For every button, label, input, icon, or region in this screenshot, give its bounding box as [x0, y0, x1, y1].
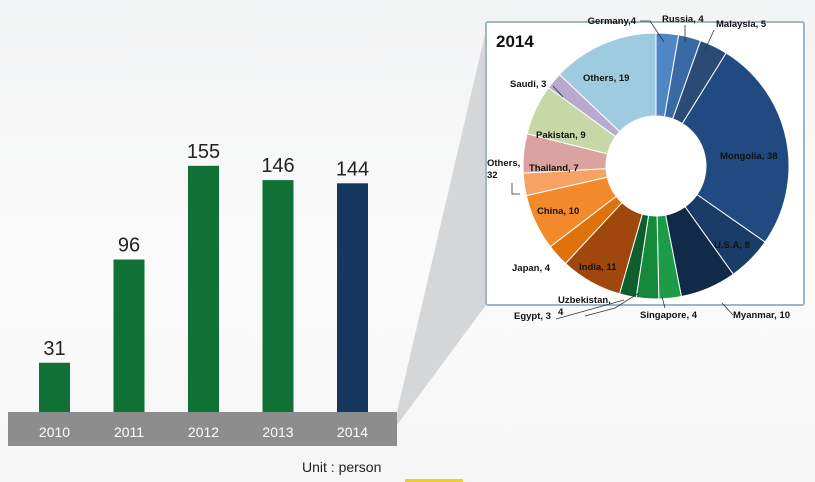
bar-category-label: 2013 — [262, 424, 293, 440]
donut-slice-label: Others, 32 — [487, 158, 520, 181]
bar-2011 — [113, 259, 145, 412]
bar-value-label: 146 — [261, 155, 294, 177]
bar-category-label: 2014 — [337, 424, 368, 440]
bar-category-labels: 2010 2011 2012 2013 2014 — [39, 424, 368, 440]
donut-slice-label: Germany,4 — [588, 16, 637, 27]
bar-value-label: 31 — [43, 338, 65, 360]
bar-2012 — [188, 165, 219, 412]
donut-slice-label: U.S.A, 8 — [714, 240, 750, 251]
zoom-callout-shape — [397, 30, 486, 425]
bar-category-label: 2011 — [114, 424, 144, 440]
donut-slice — [558, 32, 657, 133]
bar-category-label: 2012 — [188, 424, 219, 440]
donut-slice-label: Uzbekistan, 4 — [558, 295, 611, 318]
donut-slice-label: Pakistan, 9 — [536, 130, 586, 141]
bar-value-label: 155 — [187, 141, 220, 163]
donut-chart — [522, 32, 790, 300]
bar-value-label: 144 — [336, 158, 369, 180]
bar-2010 — [39, 362, 70, 412]
donut-slice-label: Egypt, 3 — [514, 311, 551, 322]
donut-slice-label: Saudi, 3 — [510, 79, 546, 90]
donut-slice-label: India, 11 — [579, 262, 617, 273]
leader-line — [640, 20, 665, 43]
leader-line — [661, 296, 666, 309]
donut-title: 2014 — [496, 32, 534, 51]
donut-slice-label: China, 10 — [537, 206, 579, 217]
donut-slice-label: Singapore, 4 — [640, 310, 698, 321]
leader-line — [511, 183, 520, 195]
donut-slice-labels: Germany,4 Russia, 4 Malaysia, 5 Mongolia, 3… — [487, 14, 790, 322]
donut-slice-label: Myanmar, 10 — [733, 310, 790, 321]
leader-line — [584, 292, 640, 317]
leader-line — [721, 302, 734, 316]
category-band — [8, 412, 397, 446]
donut-slice — [681, 52, 790, 243]
bar-2013 — [262, 180, 294, 412]
leader-line — [704, 29, 715, 51]
donut-slice-label: Japan, 4 — [512, 263, 551, 274]
donut-leader-lines — [511, 20, 734, 320]
leader-line — [555, 299, 625, 320]
bar-value-label: 96 — [118, 235, 140, 257]
leader-line — [552, 85, 564, 98]
unit-label: Unit : person — [302, 459, 381, 475]
bar-chart: 31 96 155 146 144 — [39, 141, 369, 412]
donut-slice-label: Thailand, 7 — [529, 163, 579, 174]
bar-category-label: 2010 — [39, 424, 70, 440]
donut-slice-label: Mongolia, 38 — [720, 151, 778, 162]
donut-slice-label: Russia, 4 — [662, 14, 704, 25]
donut-slice-label: Malaysia, 5 — [716, 19, 767, 30]
bar-2014 — [337, 183, 368, 412]
donut-slice-label: Others, 19 — [583, 73, 629, 84]
accent-line — [405, 479, 463, 482]
